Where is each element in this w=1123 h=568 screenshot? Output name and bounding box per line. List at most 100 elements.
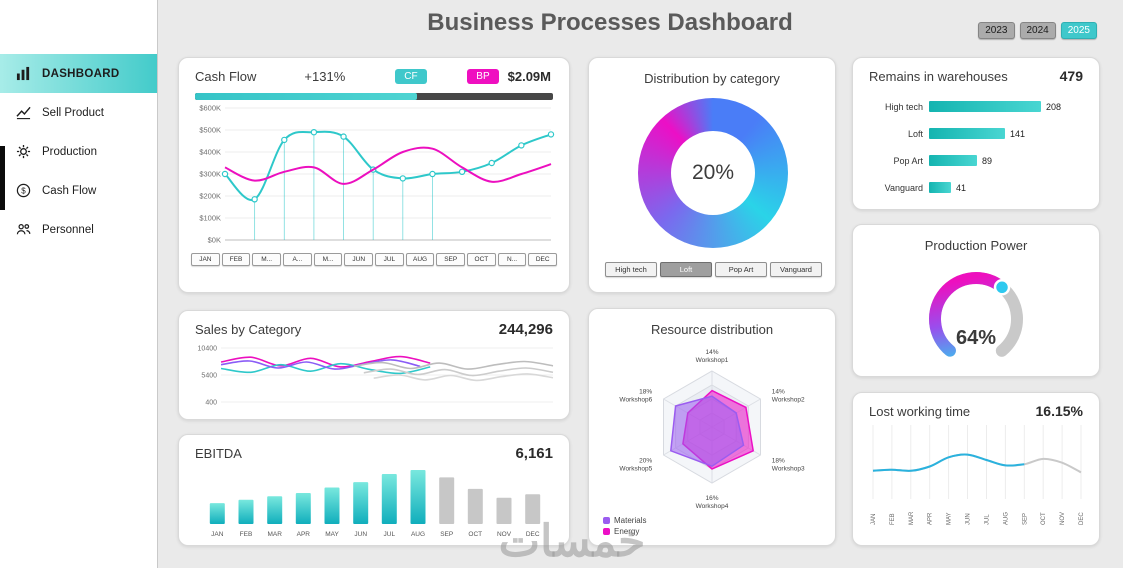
legend-swatch [603, 517, 610, 524]
svg-text:$400K: $400K [199, 148, 221, 157]
lost-working-time-card: Lost working time 16.15% JAN FEB MAR APR MAY… [852, 392, 1100, 546]
svg-text:MAY: MAY [325, 531, 339, 538]
svg-text:$200K: $200K [199, 192, 221, 201]
svg-text:JUN: JUN [354, 531, 367, 538]
warehouses-card: Remains in warehouses 479 High tech 208 Lo… [852, 57, 1100, 210]
warehouse-label: Loft [907, 128, 923, 139]
sales-header: Sales by Category 244,296 [179, 311, 569, 338]
svg-text:APR: APR [297, 531, 311, 538]
warehouse-bar[interactable] [929, 128, 1005, 139]
ebitda-header: EBITDA 6,161 [179, 435, 569, 462]
distribution-donut-chart[interactable]: 20% [638, 98, 788, 248]
sales-chart: 10400 5400 400 [198, 346, 554, 407]
month-filter-jan[interactable]: JAN [191, 253, 220, 266]
svg-text:10400: 10400 [198, 346, 218, 353]
month-filter-aug[interactable]: AUG [405, 253, 435, 266]
month-filter-apr[interactable]: A... [283, 253, 312, 266]
month-filter-sep[interactable]: SEP [436, 253, 466, 266]
svg-text:$500K: $500K [199, 126, 221, 135]
warehouse-label: Vanguard [884, 182, 923, 193]
year-filter-group: 2023 2024 2025 [978, 22, 1097, 39]
svg-text:JUN: JUN [966, 513, 972, 525]
bp-badge[interactable]: BP [467, 69, 499, 84]
sidebar-item-personnel[interactable]: Personnel [0, 210, 157, 249]
cf-badge[interactable]: CF [395, 69, 427, 84]
sales-title: Sales by Category [195, 322, 302, 337]
svg-text:SEP: SEP [440, 531, 453, 538]
distribution-title: Distribution by category [644, 71, 780, 86]
svg-text:Workshop3: Workshop3 [772, 466, 805, 473]
sidebar-item-dashboard[interactable]: DASHBOARD [0, 54, 157, 93]
warehouse-bar[interactable] [929, 101, 1041, 112]
month-filter-oct[interactable]: OCT [467, 253, 496, 266]
warehouses-title: Remains in warehouses [869, 68, 1008, 84]
warehouse-label: Pop Art [893, 155, 923, 166]
month-filter-dec[interactable]: DEC [528, 253, 558, 266]
cash-flow-chart: $600K $500K $400K $300K $200K $100K $0K [199, 104, 555, 245]
svg-text:DEC: DEC [1079, 512, 1085, 525]
svg-text:16%: 16% [705, 495, 718, 502]
warehouses-header: Remains in warehouses 479 [853, 58, 1099, 84]
warehouse-value: 141 [1010, 128, 1026, 139]
warehouse-row-loft: Loft 141 [853, 120, 1099, 147]
legend-item-energy: Energy [603, 527, 646, 536]
sidebar: DASHBOARD Sell Product Production $ Cash Flo… [0, 0, 158, 568]
svg-text:$300K: $300K [199, 170, 221, 179]
svg-text:18%: 18% [639, 389, 652, 396]
warehouse-bar[interactable] [929, 182, 951, 193]
category-button-loft[interactable]: Loft [660, 262, 712, 277]
category-button-high-tech[interactable]: High tech [605, 262, 657, 277]
month-filter-mar[interactable]: M... [252, 253, 282, 266]
sales-total: 244,296 [498, 321, 553, 338]
svg-text:AUG: AUG [411, 531, 425, 538]
radar-chart: 14%Workshop114%Workshop218%Workshop316%W… [619, 349, 805, 510]
year-button-2025[interactable]: 2025 [1060, 22, 1097, 39]
watermark: خمسات [498, 517, 646, 566]
sidebar-scrollbar[interactable] [0, 146, 5, 210]
trend-line-icon [15, 105, 32, 120]
svg-text:Workshop6: Workshop6 [619, 397, 652, 404]
svg-text:14%: 14% [772, 389, 785, 396]
sidebar-item-cash-flow[interactable]: $ Cash Flow [0, 171, 157, 210]
svg-text:DEC: DEC [526, 531, 540, 538]
month-filter-jul[interactable]: JUL [375, 253, 404, 266]
lost-time-chart: JAN FEB MAR APR MAY JUN JUL AUG SEP OCT NOV DEC [871, 425, 1085, 525]
svg-text:5400: 5400 [201, 373, 217, 380]
production-power-title: Production Power [924, 238, 1028, 253]
sidebar-item-production[interactable]: Production [0, 132, 157, 171]
category-button-pop-art[interactable]: Pop Art [715, 262, 767, 277]
svg-text:OCT: OCT [468, 531, 482, 538]
radar-legend: Materials Energy [603, 514, 646, 536]
donut-center-label: 20% [671, 131, 755, 215]
production-power-value: 64% [955, 327, 997, 349]
svg-text:JUL: JUL [985, 514, 991, 525]
distribution-card: Distribution by category 20% High tech Lo… [588, 57, 836, 293]
svg-text:FEB: FEB [890, 513, 896, 525]
warehouse-row-pop-art: Pop Art 89 [853, 147, 1099, 174]
sidebar-item-sell-product[interactable]: Sell Product [0, 93, 157, 132]
svg-text:NOV: NOV [497, 531, 512, 538]
svg-text:$100K: $100K [199, 214, 221, 223]
svg-text:$0K: $0K [208, 236, 221, 245]
cash-flow-progress-bar [195, 93, 553, 100]
year-button-2023[interactable]: 2023 [978, 22, 1015, 39]
lost-time-header: Lost working time 16.15% [853, 393, 1099, 419]
cash-flow-change: +131% [304, 69, 346, 84]
category-button-vanguard[interactable]: Vanguard [770, 262, 822, 277]
svg-text:Workshop1: Workshop1 [696, 357, 729, 364]
svg-text:MAR: MAR [267, 531, 282, 538]
month-filter-jun[interactable]: JUN [344, 253, 374, 266]
svg-text:$600K: $600K [199, 104, 221, 113]
month-filter-nov[interactable]: N... [497, 253, 527, 266]
production-power-gauge [929, 272, 1023, 366]
svg-text:$: $ [21, 186, 26, 195]
legend-label: Materials [614, 516, 647, 525]
sales-by-category-card: Sales by Category 244,296 10400 5400 400 [178, 310, 570, 420]
svg-text:JAN: JAN [871, 514, 877, 525]
year-button-2024[interactable]: 2024 [1019, 22, 1056, 39]
warehouse-bar[interactable] [929, 155, 977, 166]
svg-text:AUG: AUG [1003, 512, 1009, 525]
month-filter-feb[interactable]: FEB [221, 253, 251, 266]
svg-text:Workshop5: Workshop5 [619, 466, 652, 473]
month-filter-may[interactable]: M... [313, 253, 343, 266]
